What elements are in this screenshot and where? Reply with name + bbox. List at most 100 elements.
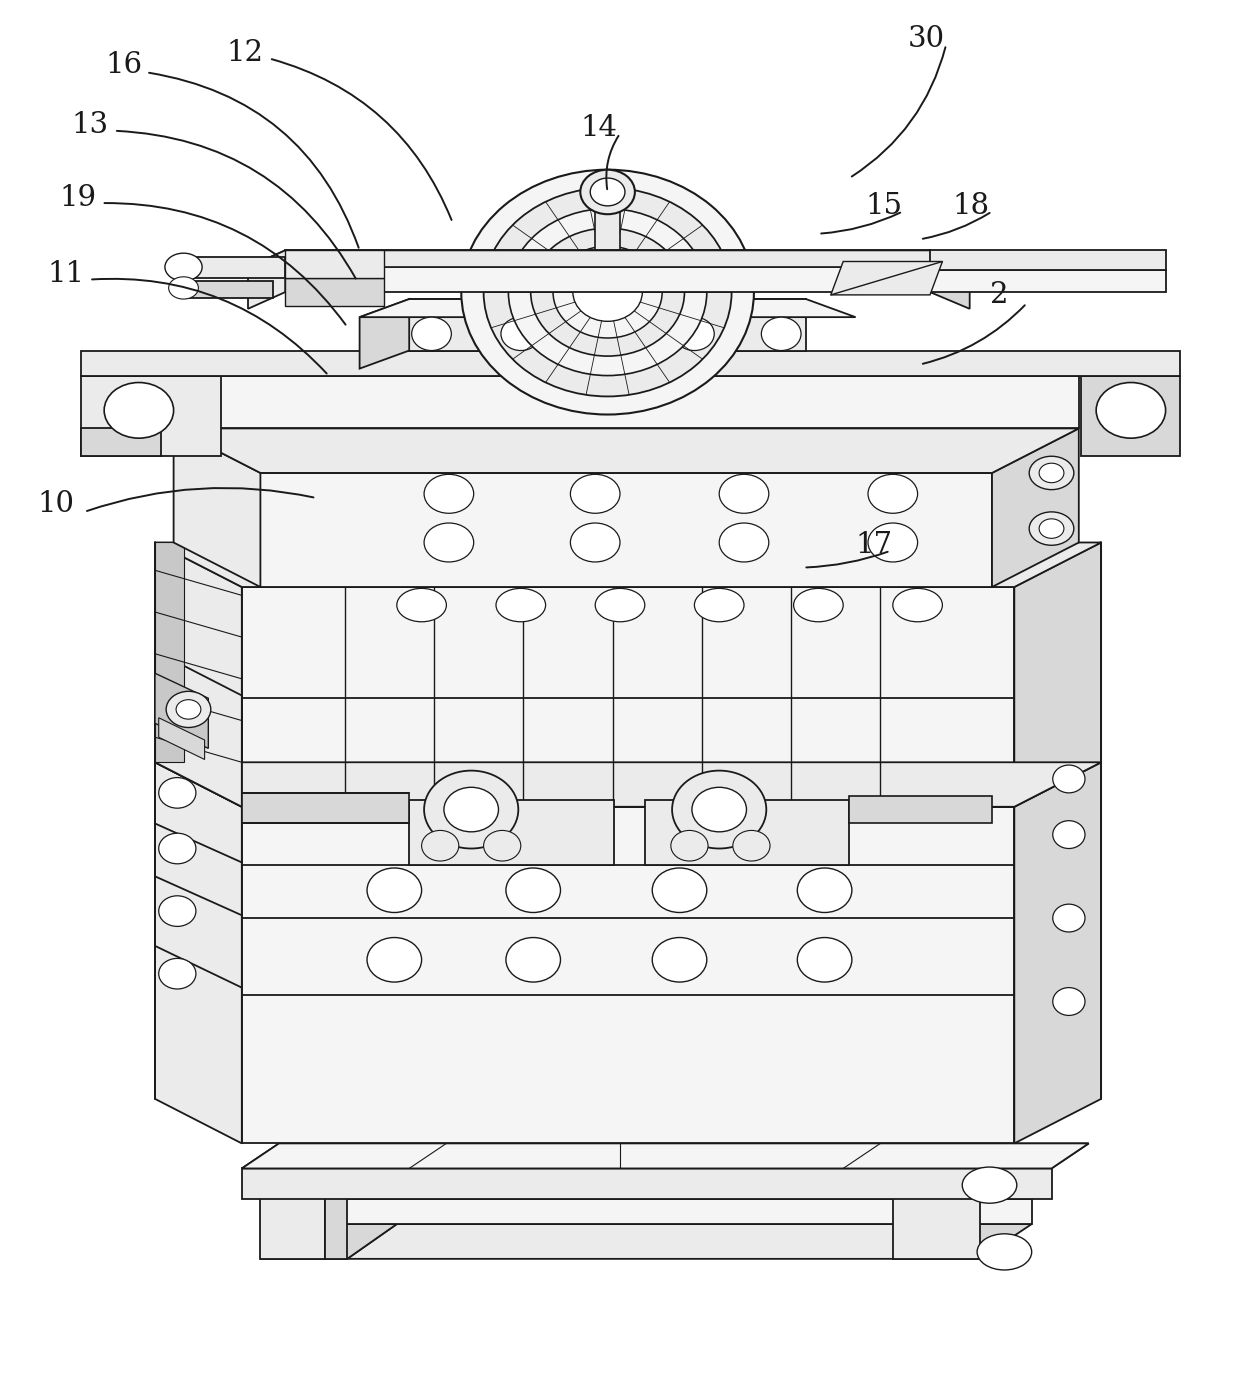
Text: 16: 16: [105, 51, 143, 79]
Ellipse shape: [424, 771, 518, 849]
Polygon shape: [184, 281, 273, 298]
Ellipse shape: [761, 317, 801, 351]
FancyArrowPatch shape: [806, 552, 888, 568]
FancyArrowPatch shape: [923, 305, 1024, 364]
Polygon shape: [893, 1175, 980, 1259]
Ellipse shape: [692, 787, 746, 832]
Polygon shape: [155, 762, 1101, 807]
Ellipse shape: [719, 523, 769, 562]
Ellipse shape: [166, 691, 211, 727]
Polygon shape: [248, 250, 970, 267]
FancyArrowPatch shape: [149, 72, 358, 248]
Ellipse shape: [580, 170, 635, 214]
Ellipse shape: [652, 938, 707, 982]
Polygon shape: [161, 376, 1079, 428]
Polygon shape: [155, 542, 184, 762]
Polygon shape: [347, 1224, 942, 1259]
Polygon shape: [893, 1224, 1032, 1259]
Polygon shape: [1014, 542, 1101, 807]
Ellipse shape: [496, 588, 546, 622]
Polygon shape: [184, 257, 285, 278]
Text: 30: 30: [908, 25, 945, 53]
Ellipse shape: [506, 938, 560, 982]
Text: 12: 12: [227, 39, 264, 67]
Ellipse shape: [672, 771, 766, 849]
FancyArrowPatch shape: [606, 136, 619, 189]
Ellipse shape: [694, 588, 744, 622]
Polygon shape: [930, 250, 970, 309]
Ellipse shape: [977, 1234, 1032, 1270]
Ellipse shape: [159, 958, 196, 989]
Ellipse shape: [397, 588, 446, 622]
Ellipse shape: [531, 228, 684, 356]
Polygon shape: [645, 800, 849, 865]
Text: 15: 15: [866, 192, 903, 220]
Ellipse shape: [797, 868, 852, 912]
Polygon shape: [248, 250, 285, 309]
Ellipse shape: [570, 474, 620, 513]
FancyArrowPatch shape: [272, 60, 451, 220]
Polygon shape: [930, 270, 1166, 292]
Ellipse shape: [484, 188, 732, 396]
Ellipse shape: [1029, 456, 1074, 490]
Ellipse shape: [165, 253, 202, 281]
Ellipse shape: [719, 474, 769, 513]
Polygon shape: [260, 473, 992, 587]
Text: 2: 2: [990, 281, 1008, 309]
Polygon shape: [242, 587, 1014, 807]
Ellipse shape: [159, 896, 196, 926]
FancyArrowPatch shape: [852, 47, 945, 177]
Ellipse shape: [1053, 904, 1085, 932]
Polygon shape: [831, 262, 942, 295]
Polygon shape: [81, 351, 1180, 376]
Polygon shape: [409, 800, 614, 865]
Ellipse shape: [868, 474, 918, 513]
FancyArrowPatch shape: [104, 203, 346, 324]
Polygon shape: [595, 195, 620, 260]
Text: 13: 13: [72, 111, 109, 139]
Ellipse shape: [1053, 821, 1085, 849]
Ellipse shape: [1039, 463, 1064, 483]
Polygon shape: [242, 807, 1014, 1143]
Ellipse shape: [553, 246, 662, 338]
Polygon shape: [155, 542, 242, 807]
Ellipse shape: [412, 317, 451, 351]
Ellipse shape: [733, 830, 770, 861]
Polygon shape: [930, 250, 1166, 270]
Polygon shape: [159, 718, 205, 759]
Ellipse shape: [484, 830, 521, 861]
Ellipse shape: [652, 868, 707, 912]
Ellipse shape: [461, 170, 754, 415]
Polygon shape: [81, 428, 161, 456]
FancyArrowPatch shape: [87, 488, 314, 510]
Ellipse shape: [797, 938, 852, 982]
Polygon shape: [849, 796, 992, 823]
Polygon shape: [155, 762, 242, 1143]
Text: 19: 19: [60, 184, 97, 211]
Polygon shape: [242, 1168, 1052, 1199]
Polygon shape: [285, 250, 384, 278]
Ellipse shape: [508, 209, 707, 376]
Ellipse shape: [367, 938, 422, 982]
Polygon shape: [360, 299, 409, 369]
Polygon shape: [242, 1143, 1089, 1168]
Polygon shape: [174, 428, 260, 587]
Polygon shape: [155, 651, 242, 807]
Ellipse shape: [176, 700, 201, 719]
FancyArrowPatch shape: [92, 278, 326, 374]
Ellipse shape: [595, 588, 645, 622]
Polygon shape: [409, 299, 806, 351]
Ellipse shape: [444, 787, 498, 832]
Ellipse shape: [104, 383, 174, 438]
Polygon shape: [360, 299, 856, 317]
Polygon shape: [1014, 762, 1101, 1143]
FancyArrowPatch shape: [821, 213, 900, 234]
Polygon shape: [620, 257, 707, 278]
Polygon shape: [285, 278, 384, 306]
Text: 18: 18: [952, 192, 990, 220]
Polygon shape: [521, 257, 595, 278]
Ellipse shape: [169, 277, 198, 299]
Ellipse shape: [573, 263, 642, 321]
Ellipse shape: [159, 778, 196, 808]
Ellipse shape: [675, 317, 714, 351]
